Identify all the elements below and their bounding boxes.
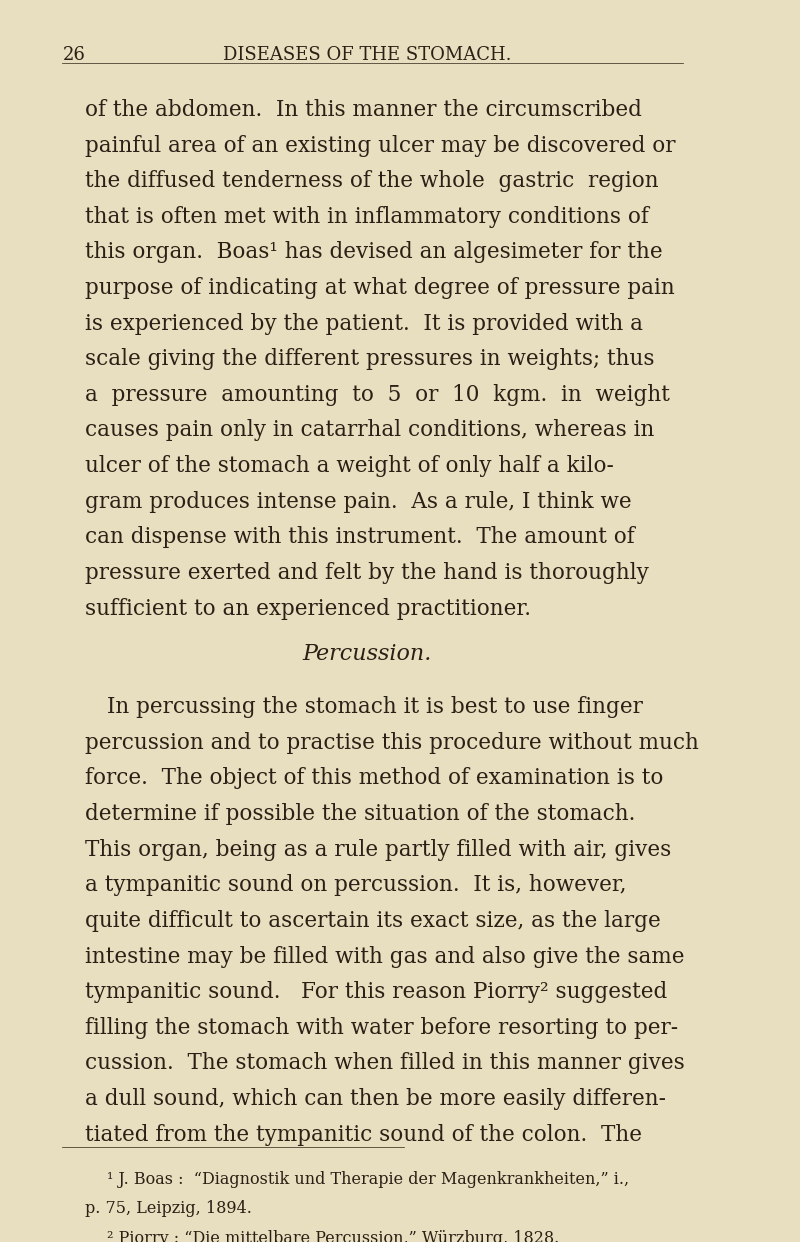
Text: filling the stomach with water before resorting to per-: filling the stomach with water before re… — [85, 1017, 678, 1038]
Text: ¹ J. Boas :  “Diagnostik und Therapie der Magenkrankheiten,” i.,: ¹ J. Boas : “Diagnostik und Therapie der… — [106, 1171, 629, 1189]
Text: p. 75, Leipzig, 1894.: p. 75, Leipzig, 1894. — [85, 1201, 251, 1217]
Text: tympanitic sound.   For this reason Piorry² suggested: tympanitic sound. For this reason Piorry… — [85, 981, 666, 1004]
Text: purpose of indicating at what degree of pressure pain: purpose of indicating at what degree of … — [85, 277, 674, 299]
Text: pressure exerted and felt by the hand is thoroughly: pressure exerted and felt by the hand is… — [85, 561, 648, 584]
Text: sufficient to an experienced practitioner.: sufficient to an experienced practitione… — [85, 597, 530, 620]
Text: a dull sound, which can then be more easily differen-: a dull sound, which can then be more eas… — [85, 1088, 666, 1110]
Text: Percussion.: Percussion. — [302, 643, 432, 664]
Text: DISEASES OF THE STOMACH.: DISEASES OF THE STOMACH. — [223, 46, 512, 63]
Text: ² Piorry : “Die mittelbare Percussion,” Würzburg, 1828.: ² Piorry : “Die mittelbare Percussion,” … — [106, 1230, 558, 1242]
Text: ulcer of the stomach a weight of only half a kilo-: ulcer of the stomach a weight of only ha… — [85, 455, 614, 477]
Text: a tympanitic sound on percussion.  It is, however,: a tympanitic sound on percussion. It is,… — [85, 874, 626, 897]
Text: percussion and to practise this procedure without much: percussion and to practise this procedur… — [85, 732, 698, 754]
Text: can dispense with this instrument.  The amount of: can dispense with this instrument. The a… — [85, 527, 634, 548]
Text: the diffused tenderness of the whole  gastric  region: the diffused tenderness of the whole gas… — [85, 170, 658, 193]
Text: This organ, being as a rule partly filled with air, gives: This organ, being as a rule partly fille… — [85, 838, 670, 861]
Text: intestine may be filled with gas and also give the same: intestine may be filled with gas and als… — [85, 945, 684, 968]
Text: is experienced by the patient.  It is provided with a: is experienced by the patient. It is pro… — [85, 313, 642, 334]
Text: painful area of an existing ulcer may be discovered or: painful area of an existing ulcer may be… — [85, 134, 675, 156]
Text: tiated from the tympanitic sound of the colon.  The: tiated from the tympanitic sound of the … — [85, 1124, 642, 1145]
Text: scale giving the different pressures in weights; thus: scale giving the different pressures in … — [85, 348, 654, 370]
Text: force.  The object of this method of examination is to: force. The object of this method of exam… — [85, 768, 663, 790]
Text: this organ.  Boas¹ has devised an algesimeter for the: this organ. Boas¹ has devised an algesim… — [85, 241, 662, 263]
Text: cussion.  The stomach when filled in this manner gives: cussion. The stomach when filled in this… — [85, 1052, 684, 1074]
Text: of the abdomen.  In this manner the circumscribed: of the abdomen. In this manner the circu… — [85, 99, 642, 120]
Text: In percussing the stomach it is best to use finger: In percussing the stomach it is best to … — [106, 697, 642, 718]
Text: 26: 26 — [62, 46, 86, 63]
Text: quite difficult to ascertain its exact size, as the large: quite difficult to ascertain its exact s… — [85, 910, 660, 932]
Text: a  pressure  amounting  to  5  or  10  kgm.  in  weight: a pressure amounting to 5 or 10 kgm. in … — [85, 384, 670, 406]
Text: determine if possible the situation of the stomach.: determine if possible the situation of t… — [85, 804, 635, 825]
Text: causes pain only in catarrhal conditions, whereas in: causes pain only in catarrhal conditions… — [85, 420, 654, 441]
Text: that is often met with in inflammatory conditions of: that is often met with in inflammatory c… — [85, 206, 648, 227]
Text: gram produces intense pain.  As a rule, I think we: gram produces intense pain. As a rule, I… — [85, 491, 631, 513]
